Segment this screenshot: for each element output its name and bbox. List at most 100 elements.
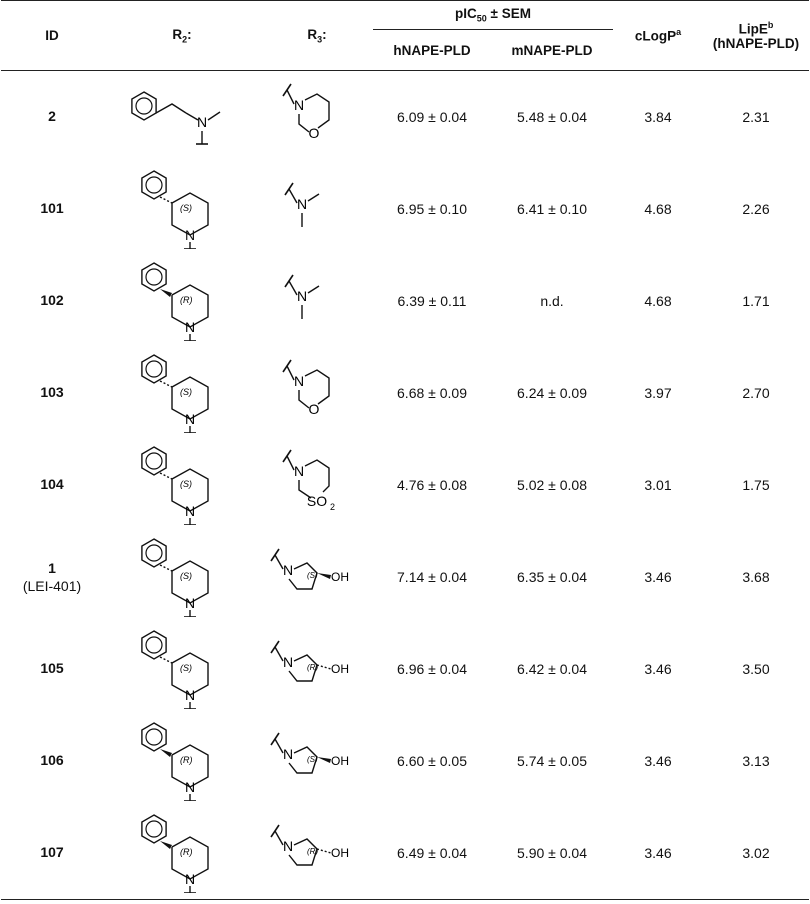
table-row: 104 (S) N N S	[1, 439, 809, 531]
svg-text:N: N	[297, 196, 307, 212]
r3-structure: N	[261, 255, 373, 347]
lipe-target: (hNAPE-PLD)	[712, 36, 800, 52]
r3-letter: R	[307, 26, 318, 42]
mnape-value: 6.41 ± 0.10	[517, 201, 587, 217]
r3-structure: N (S) OH	[261, 531, 373, 623]
svg-text:N: N	[283, 562, 293, 578]
r3-structure: N SO 2	[261, 439, 373, 531]
svg-text:N: N	[185, 779, 195, 795]
col-header-id: ID	[1, 0, 103, 71]
svg-text:(S): (S)	[180, 663, 192, 673]
hnape-value: 6.68 ± 0.09	[397, 385, 467, 401]
svg-text:2: 2	[330, 502, 335, 512]
r3-structure: N (S) OH	[261, 715, 373, 807]
svg-text:(R): (R)	[180, 755, 193, 765]
r2-structure: (S) N	[103, 163, 261, 255]
r2-structure: (R) N	[103, 255, 261, 347]
clogp-value: 3.01	[644, 477, 672, 493]
svg-text:SO: SO	[307, 493, 327, 509]
r2-structure: (S) N	[103, 531, 261, 623]
svg-text:N: N	[185, 411, 195, 427]
r3-structure: N	[261, 163, 373, 255]
clogp-value: 3.97	[644, 385, 672, 401]
svg-text:(R): (R)	[180, 847, 193, 857]
table-row: 1 (LEI-401) (S) N N	[1, 531, 809, 623]
lipe-value: 3.50	[742, 661, 770, 677]
svg-text:OH: OH	[331, 754, 349, 768]
svg-text:(S): (S)	[180, 203, 192, 213]
col-header-lipe: LipEb (hNAPE-PLD)	[703, 0, 809, 71]
clogp-value: 3.84	[644, 109, 672, 125]
svg-text:OH: OH	[331, 662, 349, 676]
svg-text:(R): (R)	[307, 847, 318, 856]
r3-colon: :	[322, 26, 327, 42]
r2-colon: :	[187, 26, 192, 42]
clogp-value: 4.68	[644, 201, 672, 217]
svg-text:(R): (R)	[180, 295, 193, 305]
svg-text:(S): (S)	[180, 387, 192, 397]
clogp-value: 3.46	[644, 753, 672, 769]
compound-id: 1 (LEI-401)	[22, 560, 82, 594]
clogp-value: 3.46	[644, 661, 672, 677]
lipe-value: 3.02	[703, 807, 809, 900]
lipe-label: LipE	[738, 21, 768, 37]
mnape-value: 5.02 ± 0.08	[517, 477, 587, 493]
svg-text:(S): (S)	[180, 571, 192, 581]
lipe-value: 3.68	[742, 569, 770, 585]
r2-structure: (S) N	[103, 623, 261, 715]
hnape-value: 6.09 ± 0.04	[397, 109, 467, 125]
hnape-value: 6.49 ± 0.04	[373, 807, 491, 900]
svg-text:N: N	[294, 97, 304, 113]
r2-structure: (S) N	[103, 347, 261, 439]
col-header-r3: R3:	[261, 0, 373, 71]
svg-text:N: N	[185, 503, 195, 519]
svg-text:N: N	[185, 319, 195, 335]
compound-id: 103	[40, 384, 64, 400]
svg-text:OH: OH	[331, 846, 349, 860]
svg-text:N: N	[283, 838, 293, 854]
lipe-value: 3.13	[742, 753, 770, 769]
svg-text:N: N	[185, 687, 195, 703]
table-row: 106 (R) N N (	[1, 715, 809, 807]
pic50-label: pIC	[455, 6, 477, 22]
svg-text:N: N	[283, 654, 293, 670]
svg-text:N: N	[294, 373, 304, 389]
lipe-value: 1.71	[742, 293, 770, 309]
table-row: 105 (S) N N (	[1, 623, 809, 715]
r3-structure: N O	[261, 71, 373, 164]
hnape-value: 6.60 ± 0.05	[397, 753, 467, 769]
r2-structure: (R) N	[103, 807, 261, 900]
lipe-value: 1.75	[742, 477, 770, 493]
r3-structure: N (R) OH	[261, 623, 373, 715]
mnape-value: 6.35 ± 0.04	[517, 569, 587, 585]
compound-id: 106	[40, 752, 64, 768]
mnape-value: 6.42 ± 0.04	[517, 661, 587, 677]
r2-letter: R	[172, 26, 183, 42]
col-header-pic50: pIC50 ± SEM	[373, 0, 613, 30]
r2-subscript: 2	[182, 34, 188, 45]
mnape-value: 5.48 ± 0.04	[517, 109, 587, 125]
hnape-value: 6.96 ± 0.04	[397, 661, 467, 677]
svg-text:N: N	[185, 595, 195, 611]
compound-id: 2	[48, 108, 56, 124]
mnape-value: 5.90 ± 0.04	[491, 807, 613, 900]
svg-text:N: N	[283, 746, 293, 762]
clogp-value: 3.46	[644, 569, 672, 585]
svg-text:(S): (S)	[307, 755, 318, 764]
col-header-r2: R2:	[103, 0, 261, 71]
svg-text:N: N	[185, 871, 195, 887]
svg-text:N: N	[297, 288, 307, 304]
lipe-value: 2.70	[742, 385, 770, 401]
r2-structure: (S) N	[103, 439, 261, 531]
clogp-label: cLogP	[634, 28, 677, 44]
compound-id: 107	[1, 807, 103, 900]
mnape-value: 6.24 ± 0.09	[517, 385, 587, 401]
mnape-value: 5.74 ± 0.05	[517, 753, 587, 769]
r3-subscript: 3	[317, 34, 323, 45]
table-row: 2 N N O	[1, 71, 809, 164]
r2-structure: (R) N	[103, 715, 261, 807]
lipe-footnote: b	[767, 19, 774, 30]
svg-text:O: O	[309, 125, 320, 141]
svg-text:(S): (S)	[180, 479, 192, 489]
